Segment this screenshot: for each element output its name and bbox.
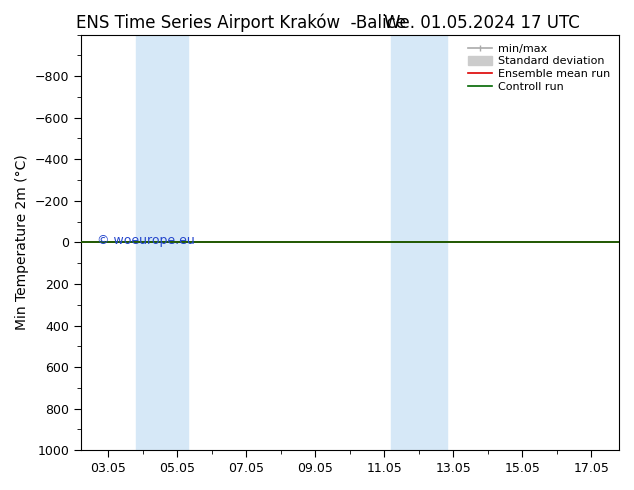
Text: ENS Time Series Airport Kraków  -Balice: ENS Time Series Airport Kraków -Balice bbox=[76, 14, 406, 32]
Text: We. 01.05.2024 17 UTC: We. 01.05.2024 17 UTC bbox=[384, 14, 579, 32]
Y-axis label: Min Temperature 2m (°C): Min Temperature 2m (°C) bbox=[15, 154, 29, 330]
Legend: min/max, Standard deviation, Ensemble mean run, Controll run: min/max, Standard deviation, Ensemble me… bbox=[465, 40, 614, 96]
Text: © woeurope.eu: © woeurope.eu bbox=[97, 234, 195, 247]
Bar bbox=[136, 35, 188, 450]
Bar bbox=[391, 35, 446, 450]
